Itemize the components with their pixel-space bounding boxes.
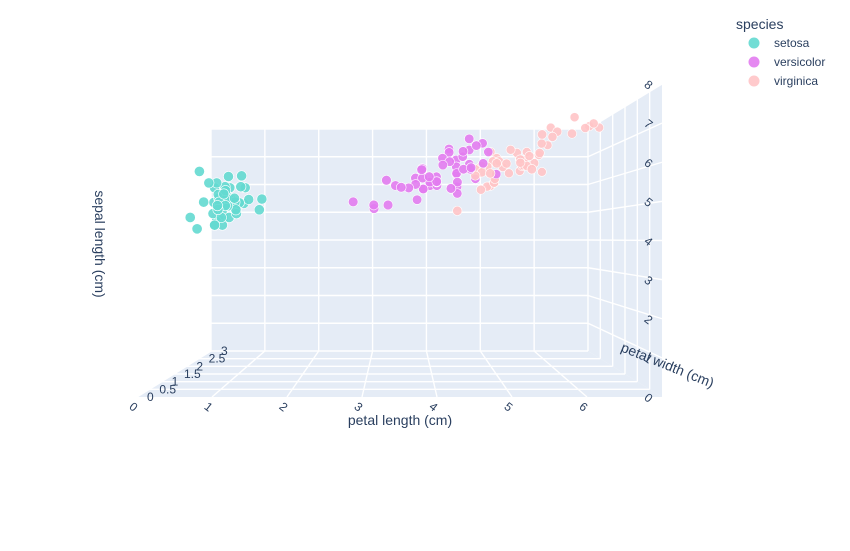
data-point-virginica[interactable]: [547, 131, 558, 142]
data-point-virginica[interactable]: [536, 138, 547, 149]
data-point-versicolor[interactable]: [445, 183, 457, 194]
data-point-virginica[interactable]: [569, 112, 580, 123]
data-point-versicolor[interactable]: [381, 175, 392, 186]
data-point-versicolor[interactable]: [382, 199, 394, 211]
x-tick-label: 1: [202, 399, 216, 414]
data-point-setosa[interactable]: [198, 196, 210, 208]
data-point-versicolor[interactable]: [471, 140, 482, 151]
data-point-virginica[interactable]: [452, 205, 463, 216]
data-point-setosa[interactable]: [184, 212, 196, 223]
data-point-versicolor[interactable]: [396, 182, 407, 193]
data-point-virginica[interactable]: [537, 129, 548, 140]
data-point-virginica[interactable]: [534, 148, 545, 158]
legend-label: versicolor: [774, 55, 825, 69]
data-point-virginica[interactable]: [526, 164, 537, 175]
data-point-virginica[interactable]: [501, 158, 512, 169]
data-points[interactable]: [184, 112, 605, 235]
data-point-versicolor[interactable]: [368, 199, 379, 211]
data-point-versicolor[interactable]: [483, 146, 494, 157]
data-point-setosa[interactable]: [256, 193, 268, 205]
data-point-setosa[interactable]: [253, 204, 265, 216]
legend-title: species: [736, 16, 783, 32]
data-point-virginica[interactable]: [524, 151, 535, 161]
data-point-virginica[interactable]: [476, 184, 486, 195]
data-point-setosa[interactable]: [236, 170, 248, 182]
legend: species setosa versicolor virginica: [736, 16, 825, 88]
data-point-setosa[interactable]: [228, 192, 240, 204]
y-tick-label: 0: [147, 390, 154, 404]
legend-marker: [748, 75, 760, 87]
data-point-setosa[interactable]: [209, 219, 221, 231]
y-tick-label: 2.5: [209, 352, 226, 366]
data-point-virginica[interactable]: [485, 168, 496, 179]
legend-marker: [748, 37, 760, 49]
data-point-virginica[interactable]: [537, 167, 547, 177]
x-axis-title: petal length (cm): [348, 412, 452, 428]
data-point-setosa[interactable]: [203, 177, 215, 189]
legend-label: virginica: [774, 74, 818, 88]
legend-item-setosa[interactable]: setosa: [748, 36, 810, 50]
data-point-versicolor[interactable]: [457, 146, 469, 157]
data-point-virginica[interactable]: [515, 157, 526, 168]
y-tick-label: 3: [221, 344, 228, 358]
data-point-versicolor[interactable]: [431, 176, 442, 187]
data-point-versicolor[interactable]: [412, 194, 423, 205]
x-tick-label: 6: [577, 399, 591, 414]
data-point-virginica[interactable]: [580, 123, 591, 133]
data-point-virginica[interactable]: [491, 158, 502, 169]
data-point-versicolor[interactable]: [348, 196, 359, 208]
z-axis-title: sepal length (cm): [92, 190, 108, 297]
data-point-setosa[interactable]: [191, 223, 203, 235]
legend-item-versicolor[interactable]: versicolor: [748, 55, 826, 69]
y-tick-label: 2: [196, 359, 203, 373]
data-point-versicolor[interactable]: [437, 159, 448, 171]
legend-label: setosa: [774, 36, 810, 50]
y-tick-label: 1.5: [184, 367, 201, 381]
data-point-versicolor[interactable]: [465, 162, 477, 173]
data-point-setosa[interactable]: [211, 200, 223, 212]
legend-item-virginica[interactable]: virginica: [748, 74, 819, 88]
data-point-setosa[interactable]: [235, 181, 247, 193]
data-point-virginica[interactable]: [504, 168, 514, 179]
data-point-versicolor[interactable]: [416, 164, 427, 175]
data-point-versicolor[interactable]: [424, 171, 435, 182]
x-tick-label: 2: [277, 399, 291, 414]
data-point-versicolor[interactable]: [478, 158, 489, 169]
y-tick-label: 1: [172, 375, 179, 389]
data-point-setosa[interactable]: [193, 165, 205, 177]
data-point-setosa[interactable]: [243, 194, 255, 205]
data-point-setosa[interactable]: [218, 188, 230, 200]
data-point-setosa[interactable]: [223, 171, 234, 182]
grid-lines: [136, 83, 663, 398]
data-point-virginica[interactable]: [505, 144, 516, 155]
data-point-virginica[interactable]: [567, 128, 577, 139]
y-tick-label: 0.5: [159, 382, 176, 396]
data-point-versicolor[interactable]: [452, 177, 463, 188]
legend-marker: [748, 56, 760, 68]
data-point-versicolor[interactable]: [464, 133, 475, 144]
x-tick-label: 0: [127, 399, 141, 414]
data-point-versicolor[interactable]: [418, 183, 429, 195]
data-point-virginica[interactable]: [588, 118, 599, 129]
x-tick-label: 5: [502, 399, 516, 414]
